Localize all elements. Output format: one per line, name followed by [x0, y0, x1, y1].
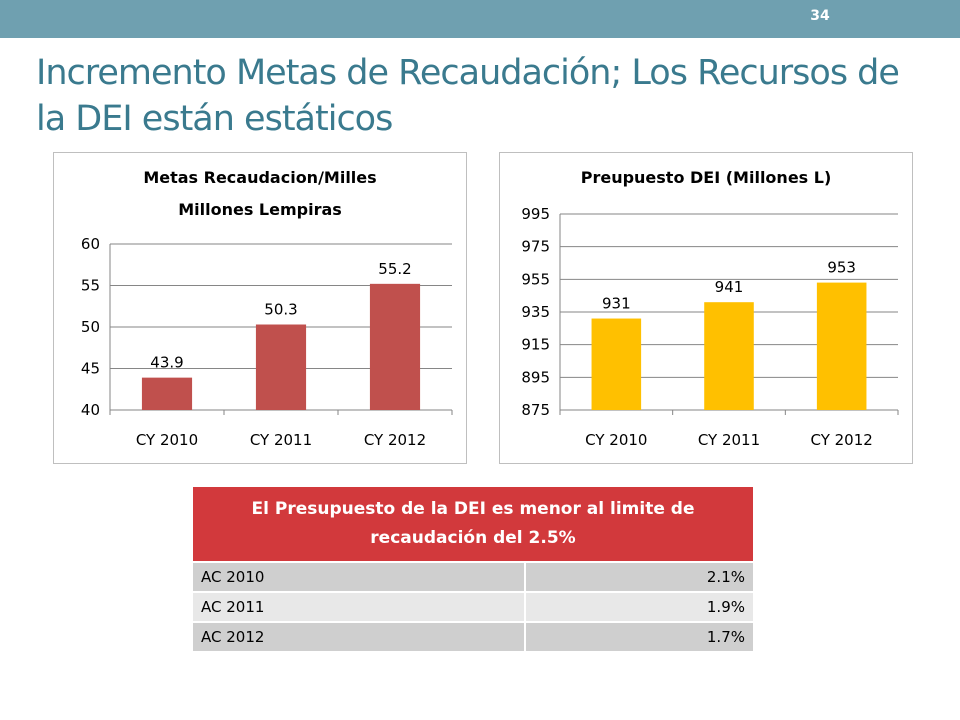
row-label: AC 2011: [193, 591, 526, 622]
slide-title: Incremento Metas de Recaudación; Los Rec…: [36, 53, 900, 139]
bar: [816, 282, 867, 410]
row-label: AC 2010: [193, 561, 526, 592]
y-tick-label: 45: [81, 360, 100, 378]
x-tick-label: CY 2011: [698, 431, 760, 449]
chart-metas-recaudacion: Metas Recaudacion/Milles Millones Lempira…: [53, 152, 467, 464]
bar: [369, 283, 421, 410]
y-tick-label: 60: [81, 235, 100, 253]
x-tick-label: CY 2010: [585, 431, 647, 449]
chart-metas-svg: Metas Recaudacion/Milles Millones Lempira…: [81, 168, 453, 449]
y-tick-label: 875: [521, 401, 550, 419]
x-tick-label: CY 2011: [250, 431, 312, 449]
y-tick-label: 975: [521, 238, 550, 256]
y-tick-label: 915: [521, 336, 550, 354]
table-row: AC 2012 1.7%: [193, 621, 753, 651]
data-label: 941: [715, 278, 744, 296]
x-tick-label: CY 2012: [811, 431, 873, 449]
page-number: 34: [810, 8, 830, 24]
bar: [591, 318, 642, 410]
table-header-line-1: El Presupuesto de la DEI es menor al lim…: [251, 499, 695, 519]
row-label: AC 2012: [193, 621, 526, 651]
table-header-line-2: recaudación del 2.5%: [370, 528, 576, 548]
data-label: 931: [602, 295, 631, 313]
y-tick-label: 55: [81, 277, 100, 295]
top-bar: 34: [0, 0, 960, 38]
chart-title: Preupuesto DEI (Millones L): [581, 168, 832, 187]
y-tick-label: 895: [521, 368, 550, 386]
row-value: 2.1%: [524, 561, 753, 592]
table-header: El Presupuesto de la DEI es menor al lim…: [193, 487, 753, 562]
x-tick-label: CY 2010: [136, 431, 198, 449]
row-value: 1.9%: [524, 591, 753, 622]
table-row: AC 2011 1.9%: [193, 591, 753, 622]
table-row: AC 2010 2.1%: [193, 561, 753, 592]
y-tick-label: 955: [521, 270, 550, 288]
y-tick-label: 40: [81, 401, 100, 419]
chart-title: Millones Lempiras: [178, 200, 342, 219]
chart-presupuesto-dei: Preupuesto DEI (Millones L) 875 895 915 935 9…: [499, 152, 913, 464]
bar: [704, 302, 754, 410]
y-tick-label: 935: [521, 303, 550, 321]
data-label: 953: [827, 259, 856, 277]
y-tick-label: 995: [521, 205, 550, 223]
row-value: 1.7%: [524, 621, 753, 651]
data-label: 50.3: [264, 301, 297, 319]
chart-presupuesto-svg: Preupuesto DEI (Millones L) 875 895 915 935 9…: [521, 168, 899, 449]
x-tick-label: CY 2012: [364, 431, 426, 449]
y-tick-label: 50: [81, 318, 100, 336]
data-label: 55.2: [378, 260, 411, 278]
bar: [255, 324, 307, 410]
bar: [141, 377, 193, 410]
info-table: El Presupuesto de la DEI es menor al lim…: [193, 487, 753, 651]
chart-title: Metas Recaudacion/Milles: [143, 168, 376, 187]
data-label: 43.9: [150, 354, 183, 372]
